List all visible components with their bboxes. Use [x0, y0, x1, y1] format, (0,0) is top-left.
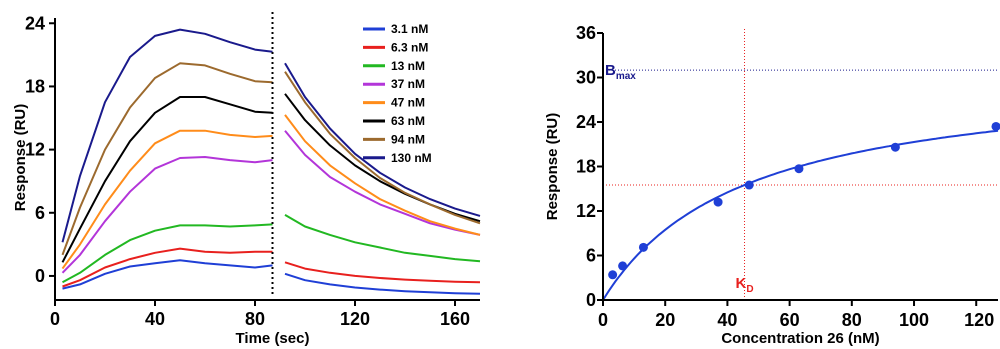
series-94-nm-association-line: [61, 62, 273, 256]
x-tick-label: 40: [145, 309, 165, 329]
series-47-nm: [61, 114, 481, 270]
binding-axes: 0 6 12 18 24 30 36 0 20 40 60 80 100 120: [576, 23, 998, 330]
y-tick-label: 18: [576, 157, 596, 177]
y-axis-title: Response (RU): [544, 113, 561, 221]
sensorgram-axes: 0 6 12 18 24 0 40 80 120 160: [25, 13, 480, 329]
legend-item-94-nm: 94 nM: [363, 132, 425, 146]
bmax-label-subscript: max: [616, 71, 636, 82]
sensorgram-series: [61, 28, 481, 295]
legend-item-63-nm: 63 nM: [363, 114, 425, 128]
legend-item-37-nm: 37 nM: [363, 77, 425, 91]
series-130-nm-association-line: [61, 28, 273, 243]
x-tick-label: 0: [598, 310, 608, 330]
y-tick-label: 30: [576, 68, 596, 88]
x-axis-title: Concentration 26 (nM): [721, 330, 879, 347]
data-point: [713, 197, 723, 207]
series-3-1-nm-association-line: [62, 259, 273, 290]
data-point: [638, 242, 648, 252]
x-tick-label: 80: [245, 309, 265, 329]
x-tick-label: 40: [717, 310, 737, 330]
y-tick-label: 6: [586, 246, 596, 266]
x-axis-title: Time (sec): [236, 330, 310, 347]
series-6-3-nm-association-line: [62, 247, 273, 288]
reference-lines: [603, 29, 998, 300]
legend-label: 63 nM: [391, 114, 425, 128]
x-tick-label: 0: [50, 309, 60, 329]
legend-item-13-nm: 13 nM: [363, 59, 425, 73]
data-point: [608, 270, 618, 280]
y-tick-label: 18: [25, 76, 45, 96]
data-point: [744, 180, 754, 190]
y-tick-label: 24: [576, 112, 596, 132]
y-tick-label: 12: [25, 140, 45, 160]
data-point: [890, 142, 900, 152]
binding-curve-chart: 0 6 12 18 24 30 36 0 20 40 60 80 100 120 Bmax KD Conc…: [544, 23, 1000, 347]
y-tick-label: 0: [35, 266, 45, 286]
fit-curve: [602, 129, 999, 301]
y-tick-label: 24: [25, 13, 45, 33]
y-tick-label: 6: [35, 203, 45, 223]
legend-item-47-nm: 47 nM: [363, 96, 425, 110]
legend-item-6-3-nm: 6.3 nM: [363, 40, 428, 54]
legend-label: 47 nM: [391, 96, 425, 110]
data-points: [608, 121, 1000, 280]
series-63-nm-association-line: [61, 96, 273, 263]
series-13-nm-association-line: [62, 223, 273, 284]
series-37-nm: [61, 130, 481, 274]
x-tick-label: 120: [964, 310, 994, 330]
data-point: [794, 164, 804, 174]
kd-label-main: K: [736, 275, 747, 292]
series-37-nm-association-line: [61, 156, 273, 274]
x-tick-label: 80: [842, 310, 862, 330]
legend-label: 13 nM: [391, 59, 425, 73]
legend-label: 94 nM: [391, 132, 425, 146]
data-point: [618, 261, 628, 271]
x-tick-label: 120: [340, 309, 370, 329]
y-tick-label: 0: [586, 290, 596, 310]
series-130-nm-dissociation-line: [284, 62, 481, 217]
legend-label: 3.1 nM: [391, 22, 428, 36]
series-13-nm: [62, 214, 481, 284]
x-tick-label: 20: [655, 310, 675, 330]
y-tick-label: 12: [576, 201, 596, 221]
x-tick-label: 100: [899, 310, 929, 330]
series-6-3-nm: [62, 247, 481, 288]
series-94-nm: [61, 62, 481, 256]
series-47-nm-association-line: [61, 129, 273, 270]
series-3-1-nm-dissociation-line: [284, 272, 481, 295]
series-94-nm-dissociation-line: [284, 71, 481, 225]
legend-item-130-nm: 130 nM: [363, 151, 432, 165]
series-47-nm-dissociation-line: [284, 114, 481, 236]
legend-item-3-1-nm: 3.1 nM: [363, 22, 428, 36]
series-13-nm-dissociation-line: [284, 214, 481, 263]
series-130-nm: [61, 28, 481, 243]
legend-label: 6.3 nM: [391, 40, 428, 54]
x-tick-label: 60: [780, 310, 800, 330]
legend-label: 37 nM: [391, 77, 425, 91]
sensorgram-chart: 0 6 12 18 24 0 40 80 120 160 3.1 nM 6.3 nM 13 nM 37 …: [12, 12, 481, 347]
bmax-annotation: Bmax: [605, 62, 636, 82]
kd-label-subscript: D: [746, 284, 753, 295]
kd-annotation: KD: [736, 275, 754, 295]
fit-curve-line: [602, 129, 999, 301]
legend-label: 130 nM: [391, 151, 432, 165]
series-37-nm-dissociation-line: [284, 130, 481, 236]
y-tick-label: 36: [576, 23, 596, 43]
sensorgram-legend: 3.1 nM 6.3 nM 13 nM 37 nM 47 nM 63 nM 94 nM 130…: [363, 22, 432, 165]
bmax-label-main: B: [605, 62, 616, 79]
series-6-3-nm-dissociation-line: [284, 261, 481, 284]
x-tick-label: 160: [440, 309, 470, 329]
series-3-1-nm: [62, 259, 481, 295]
data-point: [991, 121, 1000, 131]
y-axis-title: Response (RU): [12, 104, 29, 212]
